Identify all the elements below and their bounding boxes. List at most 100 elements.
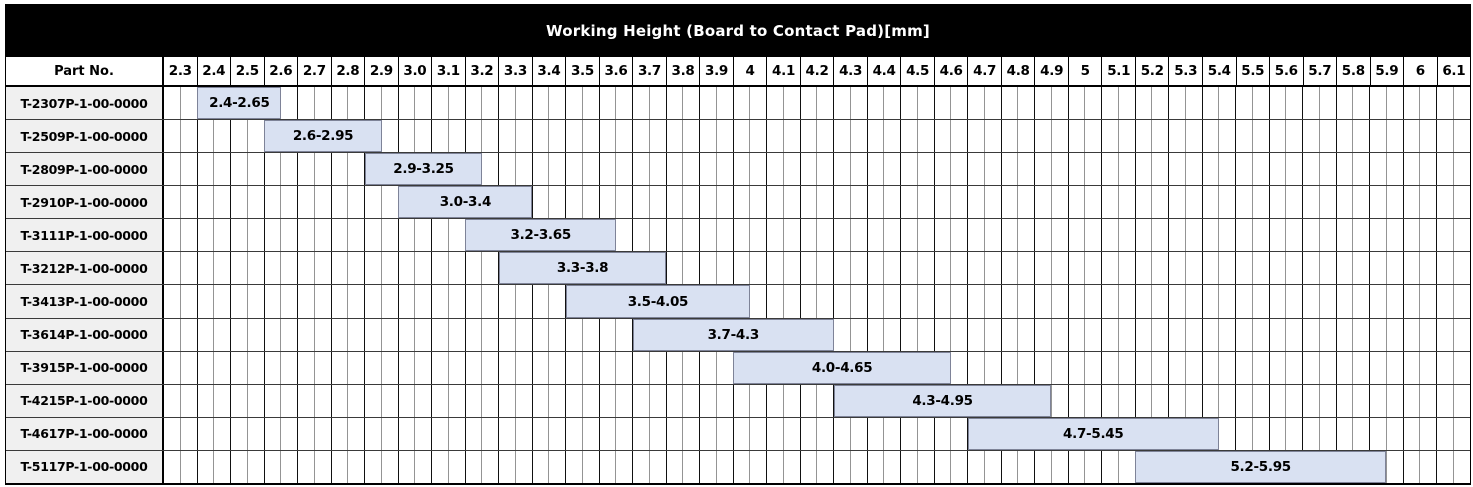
grid-cell [983, 186, 1001, 219]
axis-tick: 2.8 [330, 57, 365, 85]
grid-cell [498, 252, 515, 285]
grid-cell [682, 87, 699, 120]
grid-cell [1168, 351, 1185, 384]
grid-cell [380, 219, 398, 252]
grid-cell [1218, 285, 1235, 318]
grid-cell [1235, 417, 1252, 450]
grid-cell [1436, 318, 1453, 351]
grid-cell [230, 318, 247, 351]
grid-cell [464, 120, 482, 153]
table-row: T-4617P-1-00-0000 4.7-5.45 [6, 417, 1470, 451]
grid-cell [648, 450, 666, 483]
grid-cell [297, 252, 314, 285]
axis-tick: 5.4 [1201, 57, 1236, 85]
grid-cell [699, 186, 716, 219]
axis-tick: 5.3 [1168, 57, 1202, 85]
grid-cell [933, 120, 951, 153]
grid-cell [313, 384, 331, 417]
grid-cell [950, 219, 967, 252]
grid-cell [447, 285, 465, 318]
grid-cell [1452, 417, 1470, 450]
grid-cell [297, 417, 314, 450]
grid-cell [916, 285, 934, 318]
grid-cell [565, 450, 582, 483]
grid-cell [1251, 219, 1269, 252]
grid-cell [1084, 318, 1101, 351]
grid-cell [648, 87, 666, 120]
range-bar: 3.3-3.8 [498, 252, 667, 285]
grid-cell [1285, 153, 1302, 186]
grid-cell [1151, 318, 1168, 351]
axis-tick: 3.0 [397, 57, 432, 85]
grid-cell [548, 384, 565, 417]
grid-cell [246, 252, 264, 285]
grid-cell [263, 252, 281, 285]
axis-tick: 4.6 [933, 57, 968, 85]
grid-cell [916, 153, 934, 186]
grid-cell [1369, 219, 1386, 252]
grid-cell [950, 120, 967, 153]
grid-cell [1084, 120, 1101, 153]
grid-cell [1084, 450, 1101, 483]
grid-cell [983, 285, 1001, 318]
working-height-table: Working Height (Board to Contact Pad)[mm… [5, 4, 1471, 485]
grid-cell [1218, 186, 1235, 219]
grid-cell [246, 186, 264, 219]
table-row: T-4215P-1-00-0000 4.3-4.95 [6, 384, 1470, 418]
grid-cell [1218, 384, 1235, 417]
grid-cell [330, 417, 348, 450]
grid-cell [1235, 252, 1252, 285]
grid-cell [330, 450, 348, 483]
grid-cell [1285, 219, 1302, 252]
grid-cell [1000, 450, 1018, 483]
grid-cell [1168, 252, 1185, 285]
grid-cell [1318, 153, 1336, 186]
table-row: T-3111P-1-00-0000 3.2-3.65 [6, 219, 1470, 253]
grid-cell [866, 219, 884, 252]
grid-cell [1050, 153, 1068, 186]
range-bar-label: 2.4-2.65 [209, 95, 270, 112]
grid-cell [732, 252, 750, 285]
grid-cell [431, 120, 448, 153]
row-plot-area: 4.7-5.45 [164, 417, 1470, 450]
grid-cell [347, 417, 364, 450]
grid-cell [397, 351, 415, 384]
grid-cell [1268, 87, 1286, 120]
grid-cell [1151, 285, 1168, 318]
grid-cell [230, 450, 247, 483]
grid-cell [1000, 285, 1018, 318]
grid-cell [833, 285, 850, 318]
grid-cell [280, 186, 297, 219]
grid-cell [481, 285, 498, 318]
grid-cell [1017, 120, 1034, 153]
grid-cell [766, 186, 783, 219]
grid-cell [297, 153, 314, 186]
grid-cell [330, 252, 348, 285]
axis-tick: 4.1 [766, 57, 800, 85]
grid-cell [263, 450, 281, 483]
grid-cell [766, 384, 783, 417]
grid-cell [280, 417, 297, 450]
grid-cell [1385, 153, 1403, 186]
grid-cell [1134, 252, 1152, 285]
grid-cell [297, 87, 314, 120]
grid-cell [916, 450, 934, 483]
grid-cell [950, 252, 967, 285]
grid-cell [1134, 87, 1152, 120]
grid-cell [967, 120, 984, 153]
grid-cell [1084, 351, 1101, 384]
grid-cell [1101, 87, 1118, 120]
grid-cell [397, 384, 415, 417]
row-plot-area: 2.4-2.65 [164, 87, 1470, 120]
grid-cell [866, 252, 884, 285]
grid-cell [246, 318, 264, 351]
grid-cell [347, 450, 364, 483]
grid-cell [1034, 285, 1051, 318]
grid-cell [1318, 318, 1336, 351]
grid-cell [347, 219, 364, 252]
grid-cell [1352, 87, 1369, 120]
grid-cell [665, 252, 683, 285]
grid-cell [983, 450, 1001, 483]
grid-cell [1151, 252, 1168, 285]
grid-cell [297, 318, 314, 351]
